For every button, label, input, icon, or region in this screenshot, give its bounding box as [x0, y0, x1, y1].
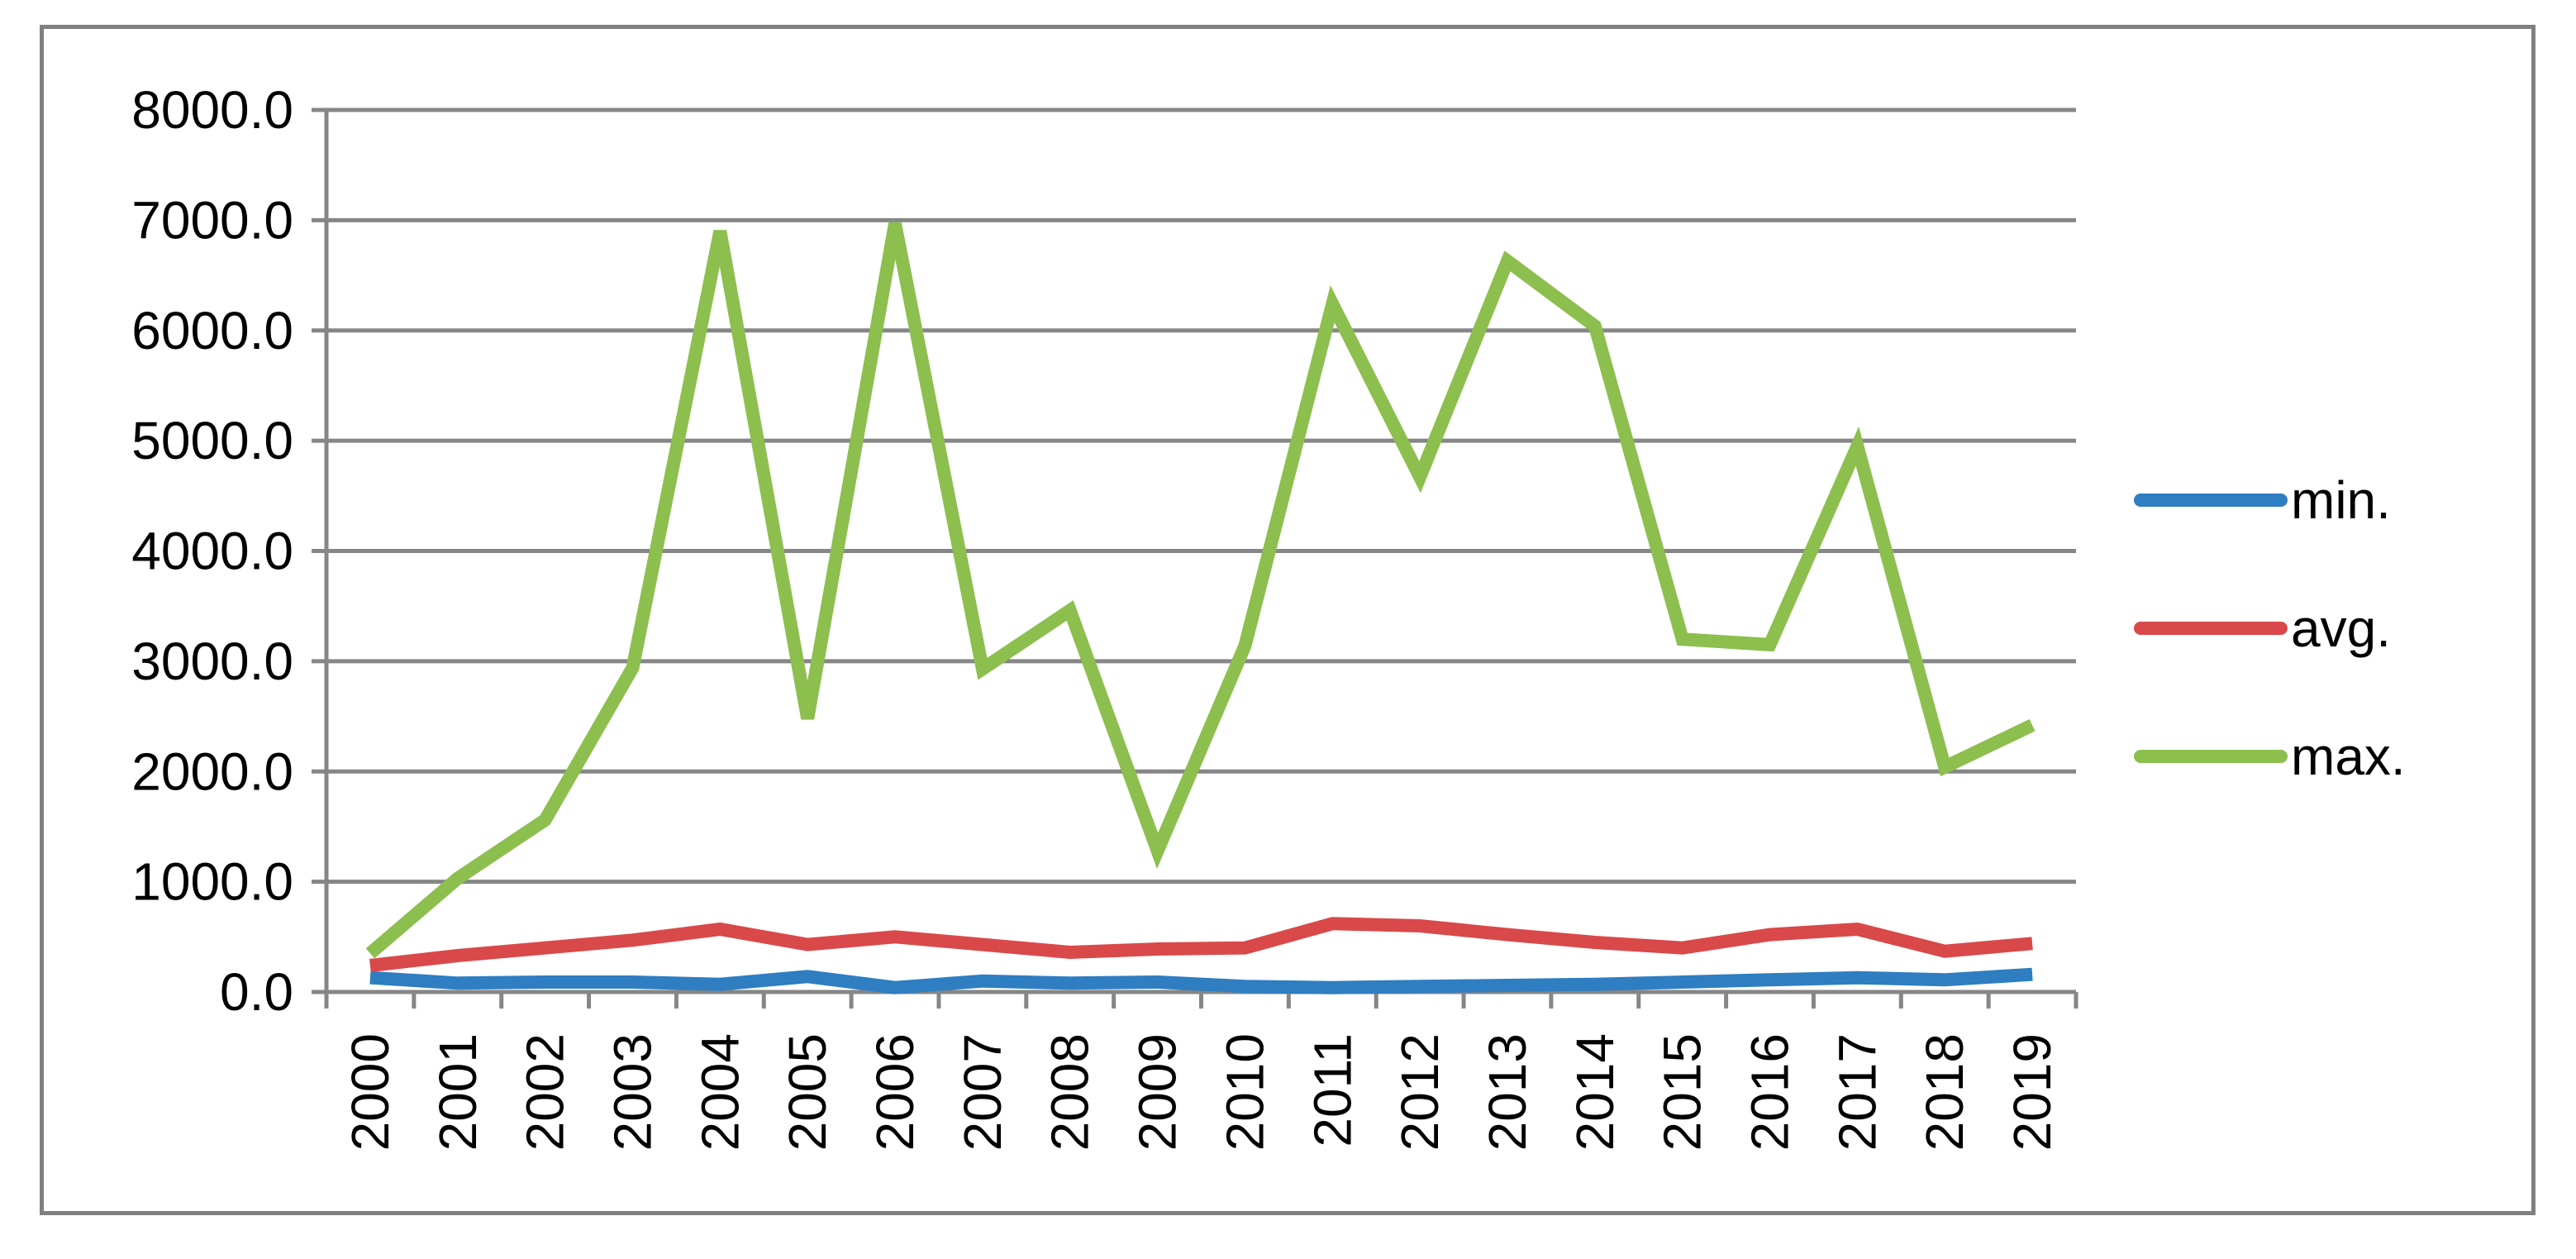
x-tick-label: 2015 — [1653, 1033, 1712, 1151]
y-tick-label: 3000.0 — [131, 632, 293, 691]
x-tick-label: 2002 — [516, 1033, 575, 1151]
x-tick-label: 2013 — [1478, 1033, 1537, 1151]
x-tick-label: 2010 — [1215, 1033, 1274, 1151]
y-tick-label: 7000.0 — [131, 190, 293, 250]
x-tick-label: 2019 — [2002, 1033, 2062, 1151]
legend-label: avg. — [2291, 599, 2391, 658]
x-tick-label: 2004 — [690, 1033, 750, 1151]
y-tick-label: 5000.0 — [131, 411, 293, 470]
y-tick-label: 1000.0 — [131, 852, 293, 912]
series-line-max — [365, 222, 2036, 959]
legend-label: max. — [2291, 727, 2406, 786]
y-tick-label: 8000.0 — [131, 80, 293, 140]
x-tick-label: 2012 — [1390, 1033, 1450, 1151]
y-tick-label: 4000.0 — [131, 522, 293, 581]
series-line-avg — [369, 917, 2033, 972]
x-tick-label: 2003 — [602, 1033, 662, 1151]
x-tick-label: 2001 — [428, 1033, 488, 1151]
x-tick-label: 2008 — [1040, 1033, 1100, 1151]
y-tick-label: 0.0 — [220, 962, 293, 1022]
x-tick-label: 2005 — [778, 1033, 837, 1151]
series-lines — [365, 222, 2036, 994]
line-chart: 0.0 1000.0 2000.0 3000.0 4000.0 5000.0 6000.0 7… — [131, 80, 2406, 1151]
x-tick-label: 2009 — [1128, 1033, 1188, 1151]
chart-frame: 0.0 1000.0 2000.0 3000.0 4000.0 5000.0 6000.0 7… — [40, 25, 2536, 1215]
x-tick-label: 2017 — [1827, 1033, 1887, 1151]
x-tick-label: 2011 — [1302, 1033, 1362, 1147]
x-tick-label: 2006 — [865, 1033, 925, 1151]
x-tick-label: 2016 — [1740, 1033, 1800, 1151]
y-tick-label: 6000.0 — [131, 301, 293, 360]
x-tick-label: 2000 — [340, 1033, 400, 1151]
gridlines — [326, 107, 2076, 885]
x-tick-label: 2018 — [1915, 1033, 1974, 1151]
legend-label: min. — [2291, 470, 2391, 530]
x-tick-label: 2007 — [953, 1033, 1012, 1151]
y-tick-label: 2000.0 — [131, 742, 293, 801]
x-tick-label: 2014 — [1565, 1033, 1625, 1151]
legend: min. avg. max. — [2134, 470, 2406, 786]
axes: 0.0 1000.0 2000.0 3000.0 4000.0 5000.0 6000.0 7… — [131, 80, 2078, 1151]
series-line-min — [369, 967, 2033, 994]
